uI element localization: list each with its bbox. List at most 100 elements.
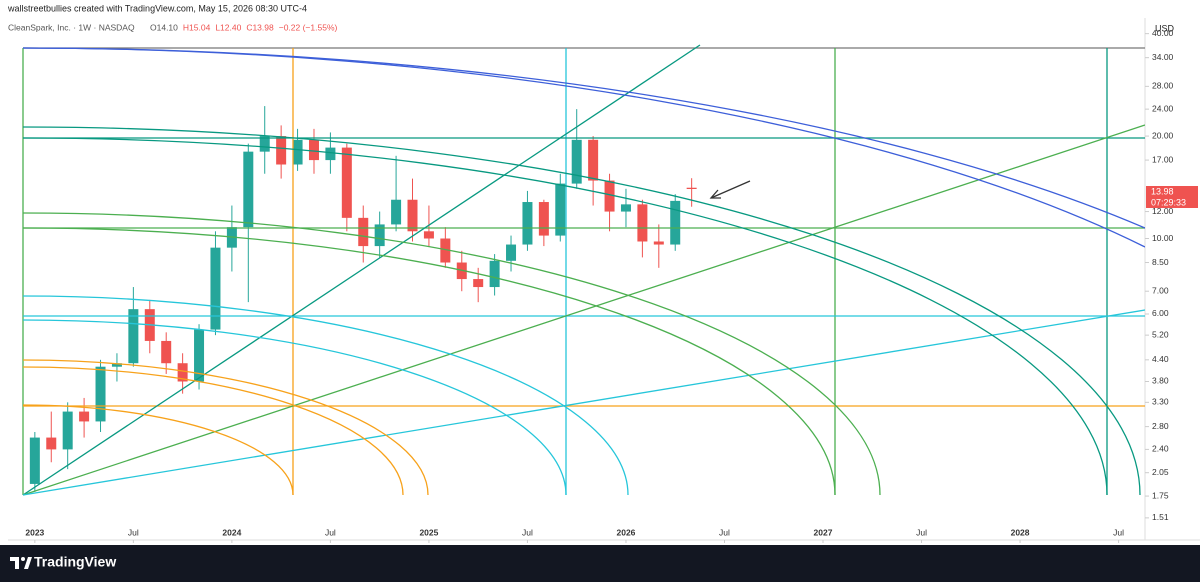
arc xyxy=(22,404,294,496)
candle-body xyxy=(604,180,615,212)
fan-line xyxy=(22,124,1145,496)
y-tick-label: 4.40 xyxy=(1152,354,1169,364)
x-tick-label: 2028 xyxy=(1011,527,1030,537)
candle-body xyxy=(194,329,205,382)
y-tick-label: 6.00 xyxy=(1152,308,1169,318)
candle-body xyxy=(276,136,287,165)
y-tick-label: 5.20 xyxy=(1152,329,1169,339)
candle-body xyxy=(46,437,57,450)
candle-body xyxy=(177,363,188,382)
candle-body xyxy=(571,139,582,184)
candle-body xyxy=(588,139,599,181)
candle-body xyxy=(440,238,451,263)
candle-body xyxy=(292,139,303,165)
y-tick-label: 40.00 xyxy=(1152,28,1174,38)
x-tick-label: Jul xyxy=(128,527,139,537)
y-tick-label: 2.80 xyxy=(1152,421,1169,431)
x-tick-label: 2024 xyxy=(222,527,241,537)
ohlc-legend: O14.10 H15.04 L12.40 C13.98 −0.22 (−1.55%) xyxy=(150,22,337,32)
candle-body xyxy=(210,247,221,330)
candle-body xyxy=(686,187,697,189)
candle-body xyxy=(374,224,385,247)
candle-body xyxy=(620,204,631,212)
arc xyxy=(22,227,836,496)
arc xyxy=(22,212,881,496)
candle-body xyxy=(62,411,73,450)
candle-body xyxy=(341,147,352,218)
brand: TradingView xyxy=(34,554,116,570)
arc xyxy=(22,126,1141,496)
y-tick-label: 1.75 xyxy=(1152,490,1169,500)
drawings xyxy=(22,44,1145,496)
credit: wallstreetbullies created with TradingVi… xyxy=(7,3,307,13)
x-tick-label: 2025 xyxy=(419,527,438,537)
ohlc-value: L12.40 xyxy=(215,22,241,32)
candle-body xyxy=(538,202,549,236)
y-tick-label: 2.40 xyxy=(1152,444,1169,454)
arc xyxy=(22,295,629,496)
ohlc-value: H15.04 xyxy=(183,22,211,32)
candle-body xyxy=(79,411,90,422)
x-tick-label: Jul xyxy=(916,527,927,537)
candle-body xyxy=(308,139,319,161)
y-tick-label: 34.00 xyxy=(1152,52,1174,62)
y-tick-label: 24.00 xyxy=(1152,103,1174,113)
y-tick-label: 1.51 xyxy=(1152,512,1169,522)
fan-line xyxy=(22,44,701,496)
arc xyxy=(22,366,404,496)
y-tick-label: 28.00 xyxy=(1152,81,1174,91)
candle-body xyxy=(506,244,517,261)
x-tick-label: Jul xyxy=(522,527,533,537)
candle-body xyxy=(555,183,566,236)
candle-body xyxy=(358,217,369,247)
y-tick-label: 3.30 xyxy=(1152,397,1169,407)
candle-body xyxy=(111,363,122,367)
candle-body xyxy=(670,200,681,245)
candle-body xyxy=(128,309,139,364)
logo-mark xyxy=(24,557,32,569)
y-tick-label: 20.00 xyxy=(1152,130,1174,140)
y-tick-label: 12.00 xyxy=(1152,206,1174,216)
y-tick-label: 3.80 xyxy=(1152,376,1169,386)
symbol: CleanSpark, Inc. · 1W · NASDAQ xyxy=(8,22,135,32)
ohlc-value: −0.22 (−1.55%) xyxy=(279,22,338,32)
candle-body xyxy=(407,199,418,232)
logo-dot xyxy=(21,557,25,561)
countdown: 07:29:33 xyxy=(1151,197,1186,207)
candle-body xyxy=(259,136,270,152)
x-tick-label: 2027 xyxy=(814,527,833,537)
candle-body xyxy=(653,241,664,245)
y-tick-label: 7.00 xyxy=(1152,285,1169,295)
candle-body xyxy=(473,279,484,288)
arc xyxy=(22,137,1108,496)
logo xyxy=(10,557,32,569)
arrow-head xyxy=(709,189,721,199)
footer-bar xyxy=(0,545,1200,582)
candle-body xyxy=(489,260,500,288)
ohlc-value: O14.10 xyxy=(150,22,178,32)
fan-line xyxy=(22,309,1145,496)
candle-body xyxy=(391,199,402,225)
candle-body xyxy=(637,204,648,242)
x-tick-label: Jul xyxy=(325,527,336,537)
candle-body xyxy=(423,231,434,239)
candle-body xyxy=(325,147,336,161)
logo-mark xyxy=(10,557,19,569)
candle-body xyxy=(161,340,172,364)
candle-body xyxy=(29,437,40,484)
y-tick-label: 8.50 xyxy=(1152,257,1169,267)
last-price: 13.98 xyxy=(1151,186,1174,196)
x-tick-label: 2026 xyxy=(617,527,636,537)
x-tick-label: Jul xyxy=(719,527,730,537)
x-tick-label: 2023 xyxy=(25,527,44,537)
arc xyxy=(22,359,429,496)
currency: USD xyxy=(1155,23,1175,33)
candle-body xyxy=(522,202,533,245)
y-tick-label: 2.05 xyxy=(1152,467,1169,477)
candle-body xyxy=(95,366,106,422)
ohlc-value: C13.98 xyxy=(246,22,274,32)
candle-body xyxy=(243,151,254,228)
y-tick-label: 10.00 xyxy=(1152,233,1174,243)
arc xyxy=(22,47,1145,248)
